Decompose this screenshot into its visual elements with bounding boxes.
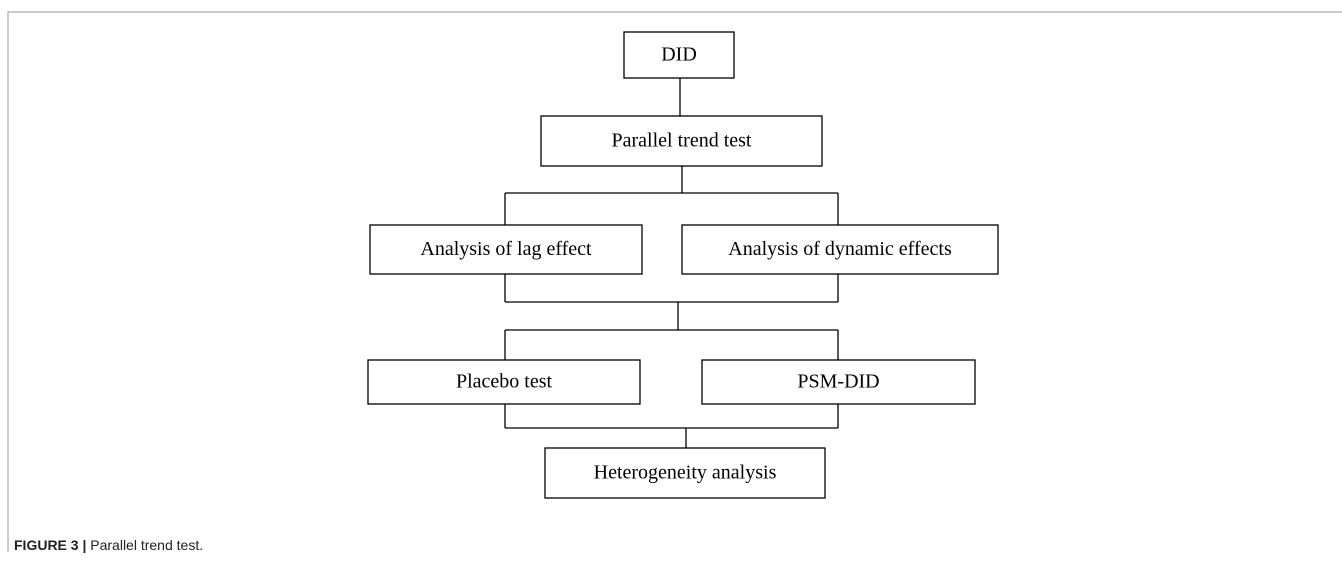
node-box xyxy=(369,224,643,275)
node-box xyxy=(367,359,641,405)
node-label: Placebo test xyxy=(456,371,553,393)
node-label: DID xyxy=(661,44,697,66)
node-box xyxy=(623,31,735,79)
node-box xyxy=(681,224,999,275)
node-label: Parallel trend test xyxy=(612,130,752,152)
caption-label: FIGURE 3 | xyxy=(14,537,86,553)
frame xyxy=(7,11,1342,552)
node-label: PSM-DID xyxy=(797,371,879,393)
caption-text: Parallel trend test. xyxy=(90,537,203,553)
node-label: Heterogeneity analysis xyxy=(594,462,777,484)
caption: FIGURE 3 | Parallel trend test. xyxy=(14,537,203,553)
connectors xyxy=(504,78,839,448)
node-box xyxy=(544,447,826,499)
node-box xyxy=(701,359,976,405)
node-label: Analysis of lag effect xyxy=(420,238,592,260)
node-box xyxy=(540,115,823,167)
node-label: Analysis of dynamic effects xyxy=(728,238,952,260)
nodes: DID Parallel trend test Analysis of lag ef… xyxy=(367,31,999,499)
